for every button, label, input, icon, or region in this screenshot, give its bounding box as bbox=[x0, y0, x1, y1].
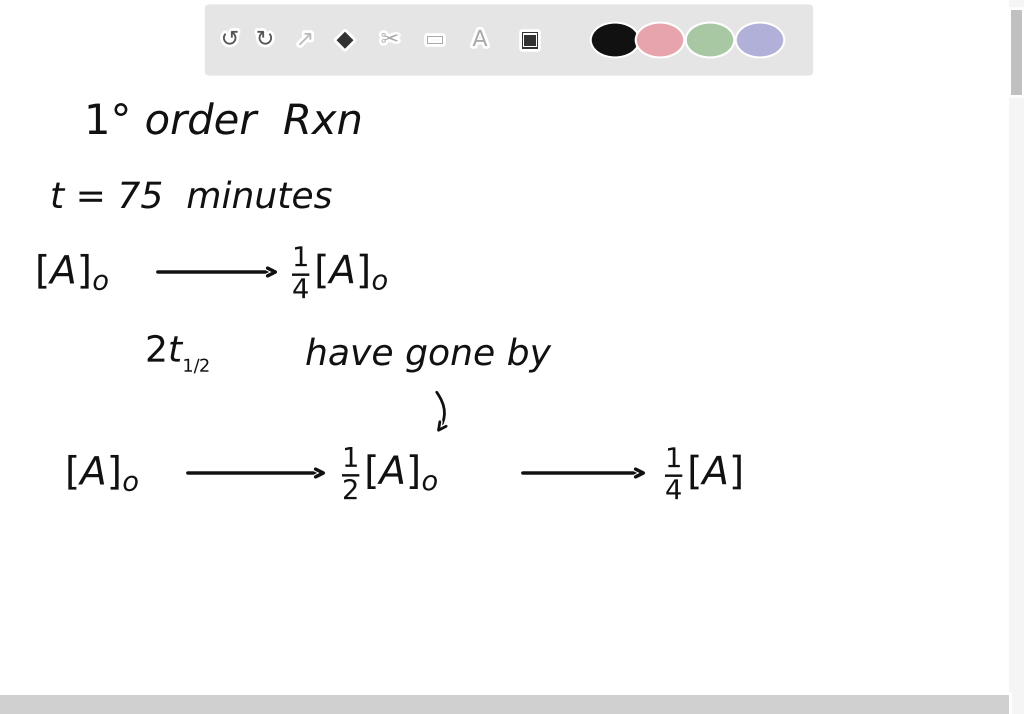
Text: ◆: ◆ bbox=[337, 30, 353, 50]
Text: ↺: ↺ bbox=[221, 30, 240, 50]
Text: $t$ = 75  minutes: $t$ = 75 minutes bbox=[50, 181, 334, 215]
Circle shape bbox=[593, 24, 638, 56]
Text: ▣: ▣ bbox=[519, 30, 541, 50]
Text: ✂: ✂ bbox=[381, 30, 399, 50]
Circle shape bbox=[737, 24, 782, 56]
Bar bbox=[0, 695, 1009, 714]
Text: $1°$ order  Rxn: $1°$ order Rxn bbox=[84, 101, 361, 143]
Text: $[A]_o$: $[A]_o$ bbox=[65, 453, 139, 493]
Text: $[A]_o$: $[A]_o$ bbox=[35, 252, 110, 292]
Text: $2t_{_{1/2}}$: $2t_{_{1/2}}$ bbox=[145, 334, 211, 376]
FancyBboxPatch shape bbox=[205, 4, 813, 76]
Text: have gone by: have gone by bbox=[305, 338, 551, 372]
Text: $\frac{1}{2}[A]_o$: $\frac{1}{2}[A]_o$ bbox=[342, 444, 439, 502]
Text: $\frac{1}{4}[A]$: $\frac{1}{4}[A]$ bbox=[665, 445, 742, 501]
Text: $\frac{1}{4}[A]_o$: $\frac{1}{4}[A]_o$ bbox=[292, 243, 389, 301]
Text: ↻: ↻ bbox=[256, 30, 274, 50]
Text: ↗: ↗ bbox=[296, 30, 314, 50]
Bar bbox=[1011, 10, 1022, 95]
Circle shape bbox=[638, 24, 683, 56]
Circle shape bbox=[687, 24, 732, 56]
Text: ▭: ▭ bbox=[425, 30, 445, 50]
Bar bbox=[1009, 0, 1024, 714]
Text: A: A bbox=[472, 30, 487, 50]
